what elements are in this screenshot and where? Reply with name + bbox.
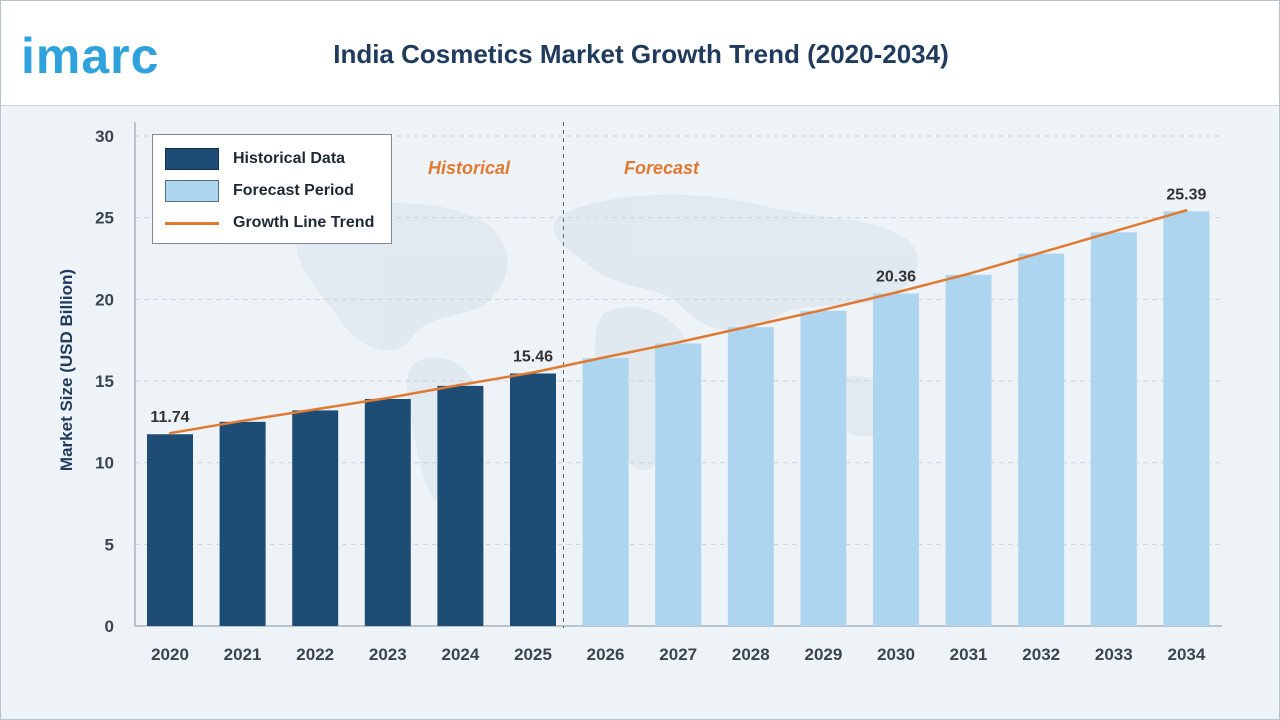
x-tick-label: 2022	[296, 645, 334, 664]
historical-bar	[510, 373, 556, 626]
header-bar: imarc India Cosmetics Market Growth Tren…	[1, 1, 1279, 106]
legend-item-forecast: Forecast Period	[165, 179, 354, 203]
legend-item-historical: Historical Data	[165, 147, 345, 171]
growth-trend-line	[168, 209, 1188, 435]
historical-bar	[219, 421, 266, 626]
x-tick-label: 2027	[659, 645, 697, 664]
historical-bar	[292, 410, 339, 626]
data-label: 20.36	[876, 268, 916, 285]
forecast-bar	[727, 327, 774, 626]
historical-period-label: Historical	[428, 158, 511, 178]
x-tick-label: 2021	[224, 645, 262, 664]
forecast-swatch	[165, 180, 219, 202]
y-tick-label: 5	[105, 535, 114, 554]
legend-label-forecast: Forecast Period	[233, 182, 354, 199]
historical-bar	[437, 385, 484, 626]
y-tick-label: 20	[95, 290, 114, 309]
legend-item-trend: Growth Line Trend	[165, 211, 374, 235]
forecast-bar	[873, 293, 919, 626]
forecast-bar	[582, 358, 629, 626]
x-tick-label: 2030	[877, 645, 915, 664]
data-label: 25.39	[1166, 186, 1206, 203]
forecast-bar	[1018, 253, 1065, 626]
y-tick-label: 30	[95, 127, 114, 146]
forecast-bar	[1163, 211, 1210, 626]
x-tick-label: 2033	[1095, 645, 1133, 664]
bars	[147, 211, 1210, 626]
x-tick-label: 2032	[1022, 645, 1060, 664]
logo-text: imarc	[21, 28, 159, 83]
historical-swatch	[165, 148, 219, 170]
forecast-bar	[1090, 232, 1137, 626]
historical-bar	[147, 434, 193, 626]
data-label: 15.46	[513, 348, 553, 365]
chart-legend: Historical Data Forecast Period Growth L…	[152, 134, 392, 244]
x-tick-label: 2023	[369, 645, 407, 664]
x-tick-label: 2025	[514, 645, 552, 664]
data-label: 11.74	[150, 409, 189, 426]
y-tick-label: 25	[95, 209, 114, 228]
x-axis: 2020 2021 2022 2023 2024 2025 2026 2027 2028 2029…	[151, 645, 1206, 664]
y-tick-label: 0	[105, 617, 114, 636]
forecast-bar	[800, 310, 847, 626]
historical-bar	[364, 398, 411, 626]
legend-label-historical: Historical Data	[233, 150, 346, 167]
x-tick-label: 2034	[1167, 645, 1205, 664]
x-tick-label: 2028	[732, 645, 770, 664]
x-tick-label: 2024	[441, 645, 479, 664]
forecast-bar	[655, 343, 702, 626]
trend-swatch	[165, 221, 219, 225]
imarc-logo: imarc	[21, 28, 159, 83]
forecast-period-label: Forecast	[624, 158, 700, 178]
x-tick-label: 2029	[804, 645, 842, 664]
x-tick-label: 2026	[587, 645, 625, 664]
page-title: India Cosmetics Market Growth Trend (202…	[333, 39, 949, 69]
x-tick-label: 2020	[151, 645, 189, 664]
data-labels: 11.74 15.46 20.36 25.39	[150, 186, 1206, 426]
y-axis-label: Market Size (USD Billion)	[57, 269, 76, 471]
legend-label-trend: Growth Line Trend	[233, 214, 375, 231]
x-tick-label: 2031	[950, 645, 988, 664]
forecast-bar	[945, 274, 992, 626]
trend-line	[168, 209, 1188, 435]
y-tick-label: 15	[95, 372, 114, 391]
y-tick-label: 10	[95, 454, 114, 473]
